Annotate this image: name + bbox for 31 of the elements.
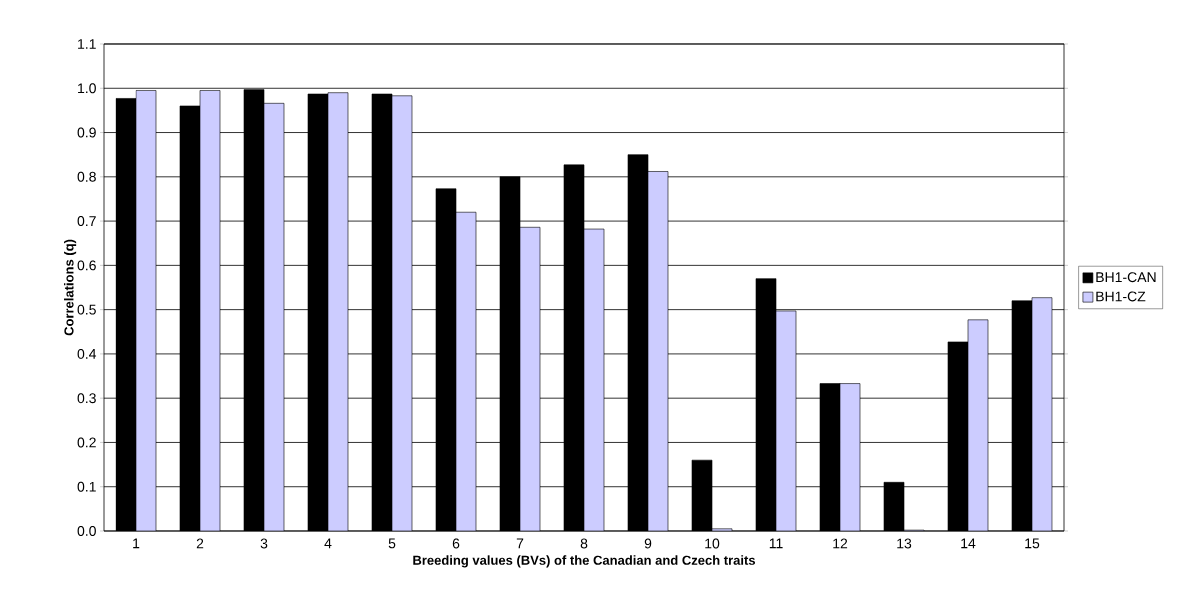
x-tick-label: 8 xyxy=(580,538,588,549)
x-axis-title: Breeding values (BVs) of the Canadian and Czech traits xyxy=(413,555,756,568)
y-tick-label: 1.0 xyxy=(78,83,96,94)
y-tick-label: 0.6 xyxy=(77,260,96,271)
x-tick-label: 4 xyxy=(324,538,332,549)
x-tick-label: 1 xyxy=(133,538,140,549)
y-tick-label: 0.9 xyxy=(77,127,96,138)
y-tick-label: 0.0 xyxy=(77,526,96,536)
y-tick-label: 0.2 xyxy=(77,437,96,448)
x-tick-label: 11 xyxy=(769,538,783,549)
x-tick-label: 13 xyxy=(897,538,912,549)
legend-label: BH1-CZ xyxy=(1096,291,1146,302)
y-tick-label: 0.7 xyxy=(77,216,96,227)
y-tick-label: 0.1 xyxy=(77,481,96,492)
x-tick-label: 7 xyxy=(516,538,524,549)
legend-label: BH1-CAN xyxy=(1096,272,1156,283)
y-axis-title: Correlations (q) xyxy=(64,239,77,336)
x-tick-label: 6 xyxy=(452,538,460,549)
x-tick-label: 5 xyxy=(388,538,396,549)
x-tick-label: 2 xyxy=(196,538,204,549)
x-tick-label: 12 xyxy=(833,538,848,549)
y-tick-label: 1.1 xyxy=(78,39,96,49)
x-tick-label: 10 xyxy=(705,538,720,549)
y-tick-label: 0.4 xyxy=(77,348,97,359)
x-tick-label: 14 xyxy=(961,538,976,549)
y-tick-label: 0.5 xyxy=(77,304,96,315)
x-tick-label: 15 xyxy=(1025,538,1040,549)
x-tick-label: 9 xyxy=(644,538,652,549)
x-tick-label: 3 xyxy=(260,538,268,549)
y-tick-label: 0.8 xyxy=(77,171,96,182)
y-tick-label: 0.3 xyxy=(77,393,96,404)
